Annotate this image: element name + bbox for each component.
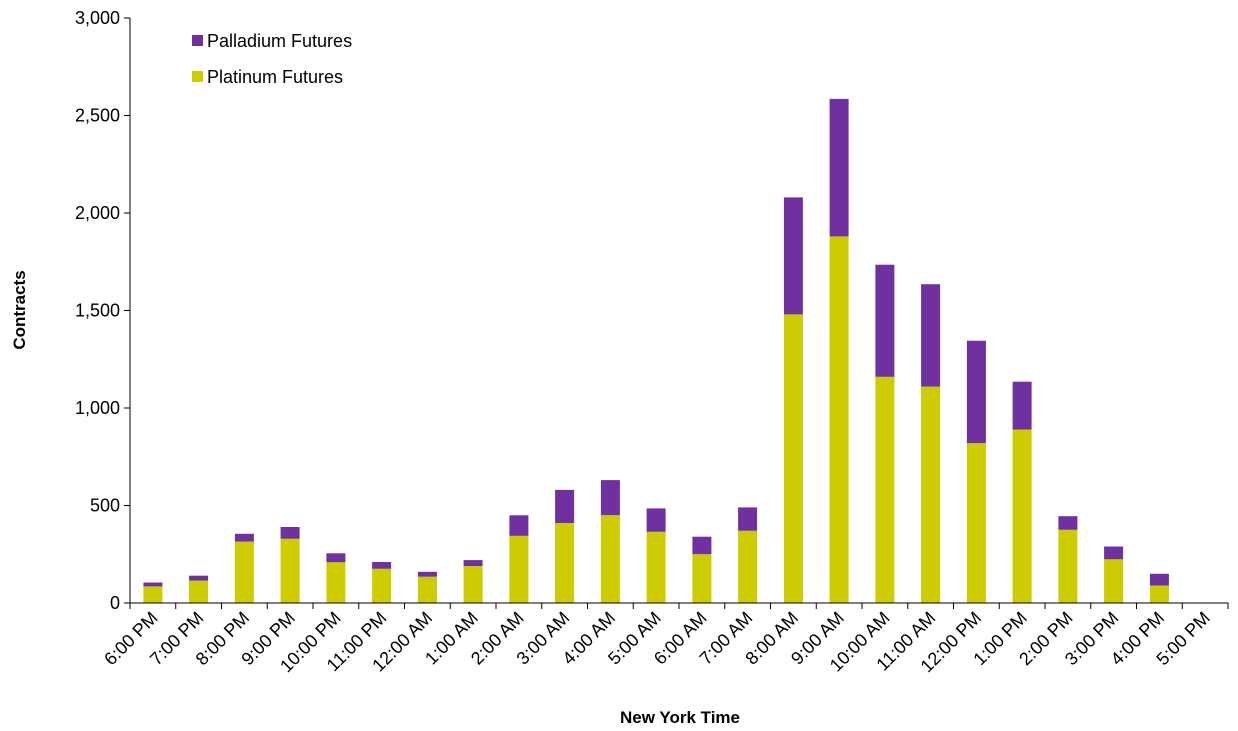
legend-swatch-platinum — [192, 71, 203, 82]
x-axis-title: New York Time — [620, 708, 740, 727]
bar-palladium-8 — [509, 515, 529, 536]
bar-palladium-10 — [600, 480, 620, 516]
legend-label-platinum: Platinum Futures — [207, 67, 343, 87]
bar-palladium-9 — [555, 489, 575, 523]
bar-platinum-15 — [829, 236, 849, 603]
bar-platinum-9 — [555, 523, 575, 603]
bar-platinum-20 — [1058, 529, 1078, 603]
bar-palladium-13 — [738, 507, 758, 531]
bar-platinum-1 — [189, 580, 209, 603]
bar-platinum-13 — [738, 530, 758, 603]
y-tick-label: 3,000 — [75, 8, 120, 28]
bar-palladium-19 — [1012, 381, 1032, 430]
bar-palladium-2 — [234, 533, 254, 542]
bar-platinum-2 — [234, 541, 254, 603]
bar-platinum-11 — [646, 531, 666, 603]
bar-palladium-17 — [921, 284, 941, 387]
bar-palladium-21 — [1104, 546, 1124, 560]
bar-palladium-3 — [280, 527, 300, 539]
y-tick-label: 1,500 — [75, 301, 120, 321]
bar-palladium-6 — [417, 571, 437, 577]
bar-platinum-3 — [280, 538, 300, 603]
bar-platinum-10 — [600, 515, 620, 604]
bar-platinum-6 — [417, 576, 437, 603]
bar-palladium-15 — [829, 98, 849, 237]
bar-platinum-12 — [692, 554, 712, 604]
legend-swatch-palladium — [192, 35, 203, 46]
bar-palladium-20 — [1058, 516, 1078, 530]
bar-platinum-5 — [372, 568, 392, 603]
bar-platinum-18 — [966, 443, 986, 603]
bar-platinum-22 — [1149, 585, 1169, 603]
bar-platinum-16 — [875, 376, 895, 603]
bar-platinum-17 — [921, 386, 941, 603]
bar-palladium-14 — [783, 197, 803, 315]
y-axis-title: Contracts — [10, 270, 29, 349]
bar-palladium-18 — [966, 340, 986, 444]
legend: Palladium Futures Platinum Futures — [192, 31, 352, 87]
bar-palladium-22 — [1149, 573, 1169, 586]
bar-palladium-11 — [646, 508, 666, 532]
bar-palladium-12 — [692, 536, 712, 555]
bar-palladium-16 — [875, 264, 895, 377]
bar-palladium-4 — [326, 553, 346, 563]
bar-palladium-5 — [372, 562, 392, 569]
plot-area — [143, 98, 1169, 604]
bar-platinum-8 — [509, 535, 529, 603]
bar-platinum-0 — [143, 586, 163, 603]
bar-palladium-7 — [463, 560, 483, 566]
y-axis: 0 500 1,000 1,500 2,000 2,500 3,000 — [75, 8, 131, 613]
y-tick-label: 2,500 — [75, 106, 120, 126]
bar-palladium-0 — [143, 582, 163, 587]
y-tick-label: 0 — [110, 593, 120, 613]
y-tick-label: 2,000 — [75, 203, 120, 223]
bar-platinum-4 — [326, 562, 346, 603]
bar-platinum-7 — [463, 566, 483, 603]
y-tick-label: 500 — [90, 496, 120, 516]
bar-platinum-14 — [783, 314, 803, 603]
y-tick-label: 1,000 — [75, 398, 120, 418]
bar-palladium-1 — [189, 575, 209, 581]
bar-platinum-21 — [1104, 559, 1124, 603]
bar-platinum-19 — [1012, 429, 1032, 603]
legend-label-palladium: Palladium Futures — [207, 31, 352, 51]
